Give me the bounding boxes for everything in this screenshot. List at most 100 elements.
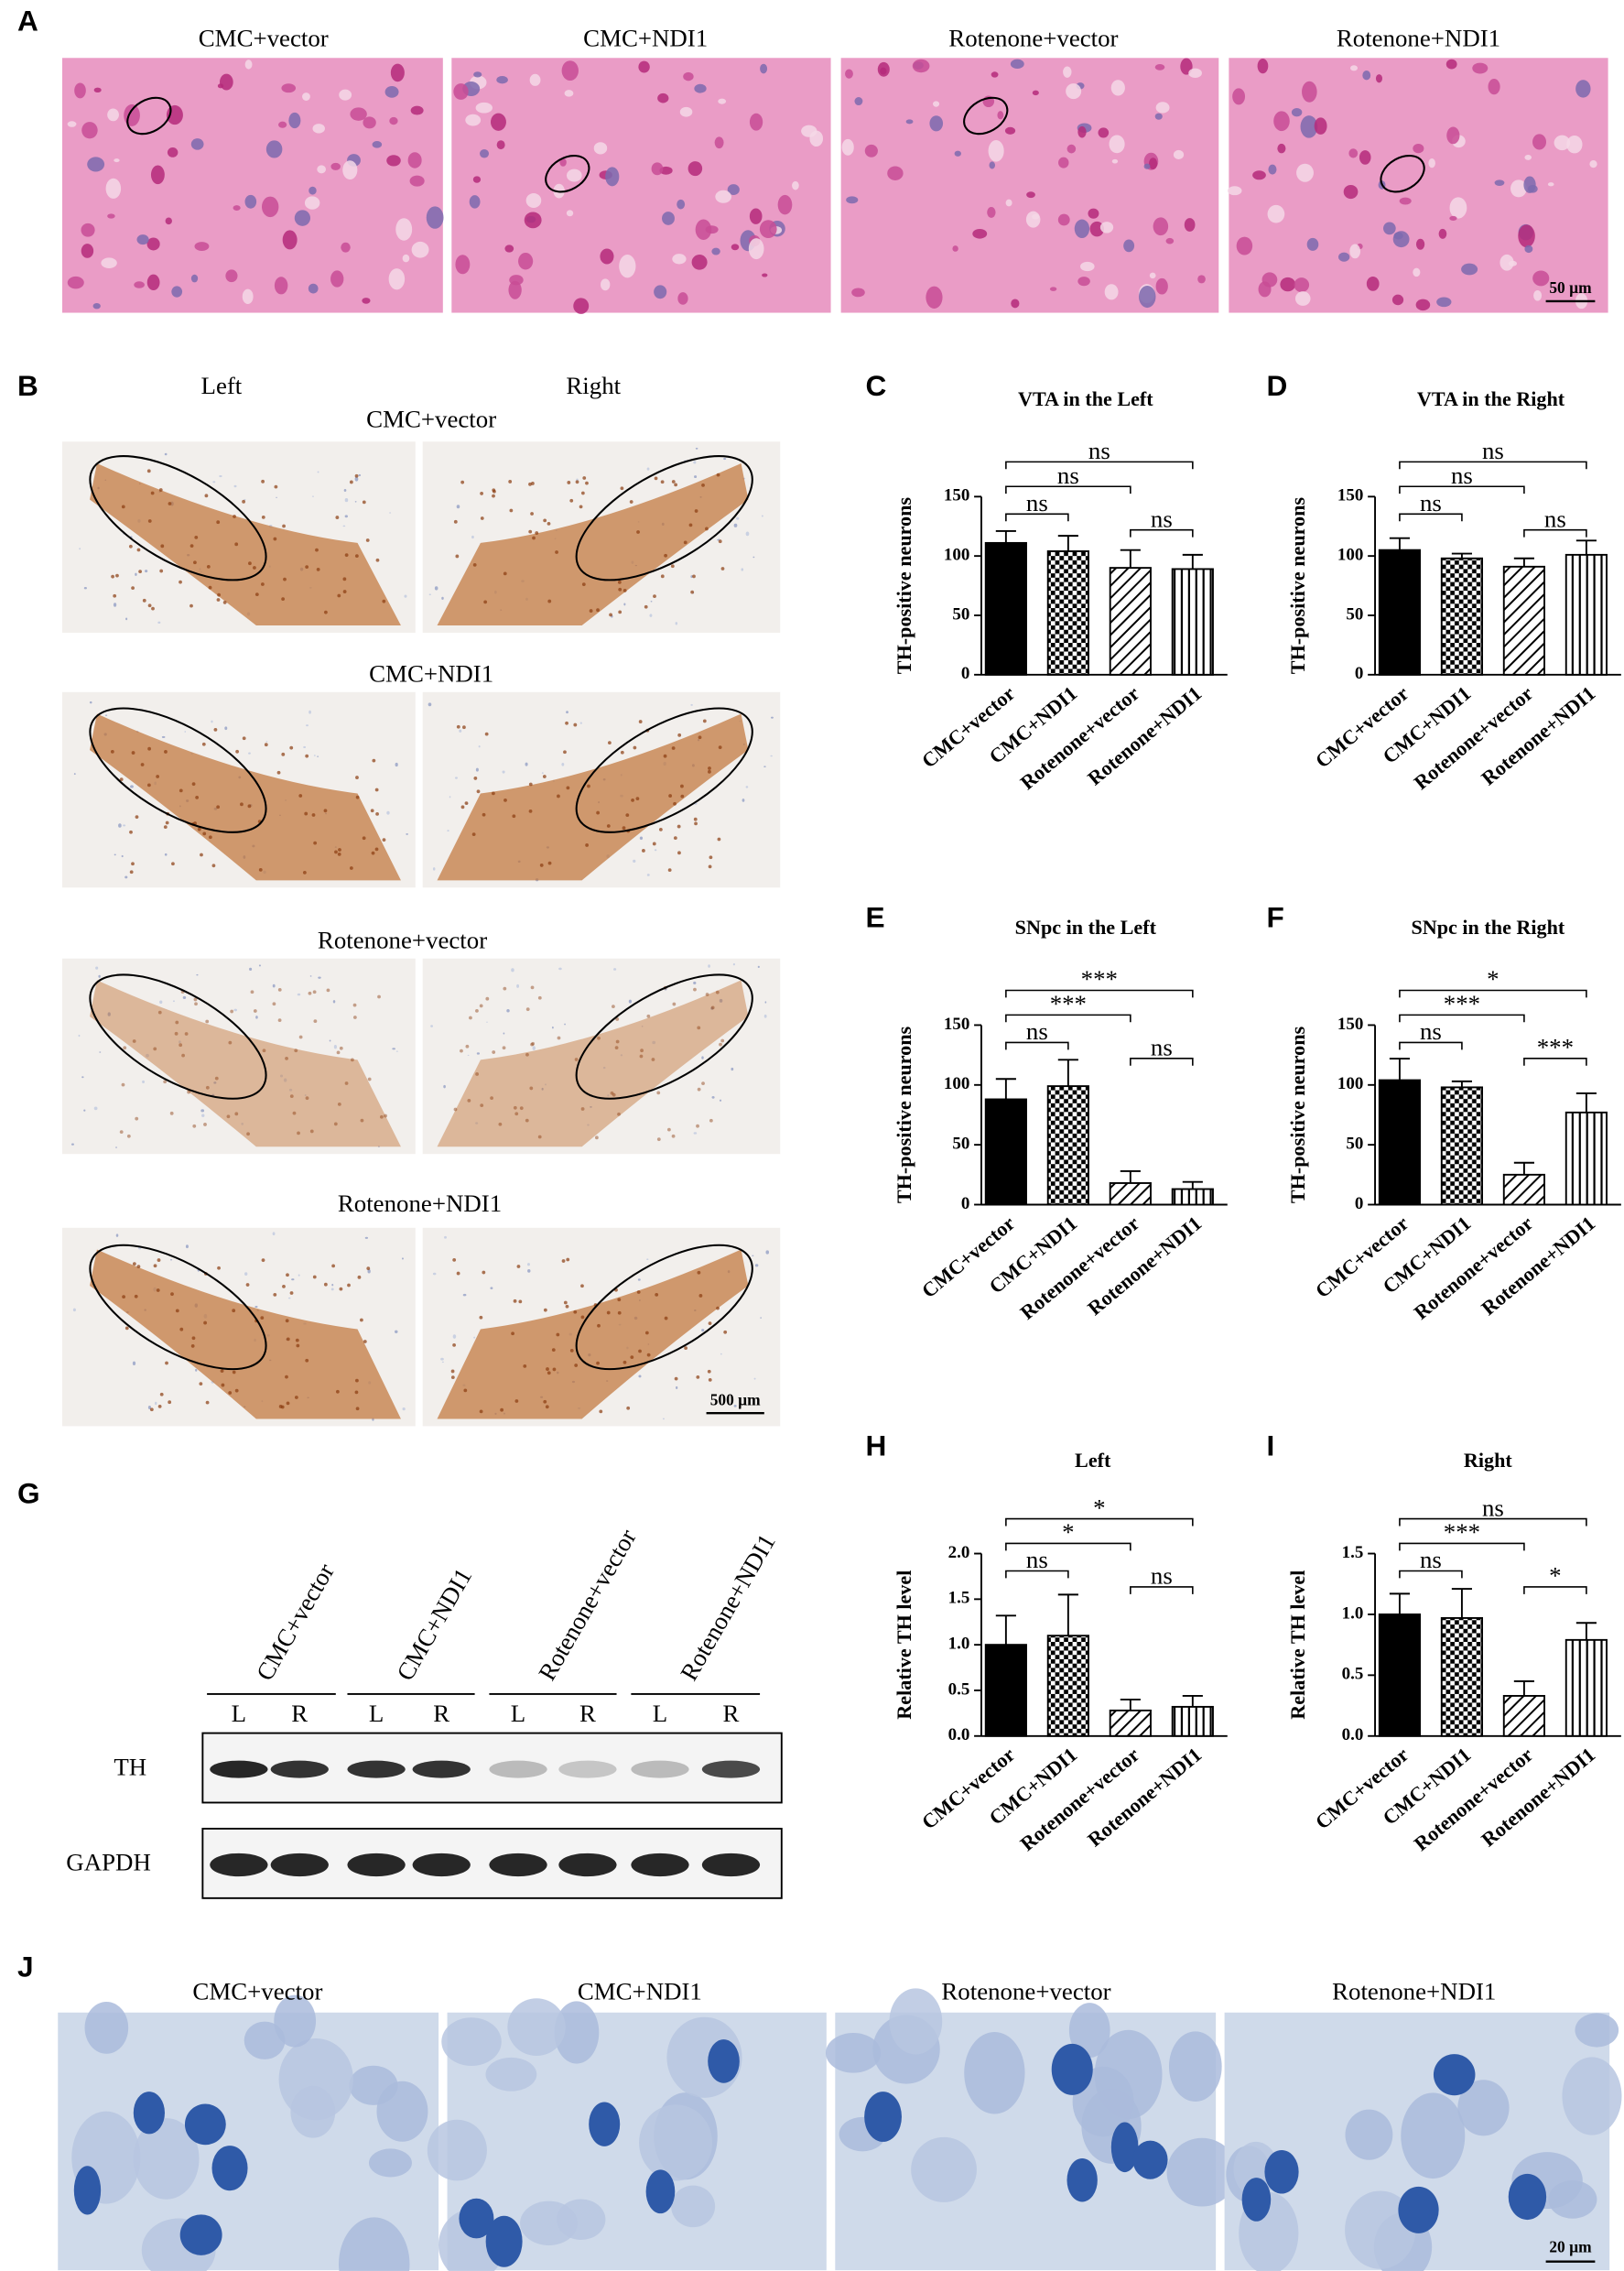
micrograph [451, 58, 831, 314]
micrograph [1224, 2012, 1622, 2271]
neuron [205, 1400, 210, 1405]
cell [157, 621, 161, 625]
neuron [673, 836, 677, 841]
cell [905, 119, 914, 125]
cell [651, 162, 664, 176]
neuron [514, 1112, 519, 1116]
neuron [638, 1349, 642, 1353]
band [210, 1853, 268, 1877]
cell [402, 1407, 406, 1411]
cell [529, 73, 541, 86]
neuron [342, 577, 347, 581]
side-label: L [232, 1700, 246, 1727]
significance-bracket [1005, 1570, 1069, 1579]
neuron [585, 843, 589, 847]
neuron [509, 508, 514, 513]
bar [1046, 1085, 1089, 1206]
neuron [720, 1038, 725, 1043]
neuron [230, 1009, 234, 1014]
cell [1533, 289, 1543, 301]
neuron [313, 841, 318, 845]
neuron [452, 1342, 456, 1347]
neuron [289, 745, 294, 750]
cell [233, 205, 241, 211]
neuron [213, 727, 218, 732]
bar [1502, 565, 1545, 676]
cell [1236, 236, 1253, 255]
neuron [174, 1031, 179, 1036]
significance-bracket [1399, 1517, 1587, 1527]
neuron [140, 763, 145, 766]
neuron [573, 723, 578, 727]
neuron [157, 1404, 162, 1408]
bar [1046, 550, 1089, 676]
neuron [311, 813, 316, 817]
image-label: CMC+NDI1 [578, 1977, 702, 2005]
neuron [673, 801, 677, 806]
cell [367, 1269, 371, 1274]
cell [1166, 2137, 1238, 2207]
cell [687, 161, 703, 177]
micrograph [61, 1227, 416, 1427]
cell [118, 823, 122, 828]
cell [765, 1250, 770, 1255]
neuron [165, 1361, 168, 1365]
neuron [630, 1355, 634, 1360]
neuron [463, 1388, 468, 1393]
neuron [696, 1124, 699, 1128]
cell [1438, 228, 1447, 239]
cell [136, 234, 149, 245]
y-tick-label: 100 [1337, 1074, 1363, 1093]
y-axis-label: TH-positive neurons [893, 1026, 915, 1203]
neuron [334, 850, 338, 854]
neuron [717, 837, 721, 842]
cell [150, 165, 165, 185]
cell [81, 244, 94, 258]
cell [317, 471, 319, 473]
cell [1273, 111, 1290, 132]
cell [731, 1067, 734, 1071]
side-label: L [653, 1700, 667, 1727]
neuron [606, 824, 611, 828]
lane-label: Rotenone+NDI1 [675, 1529, 781, 1685]
cell [182, 995, 187, 999]
neuron [131, 586, 135, 591]
neuron [235, 749, 240, 754]
neuron [694, 821, 698, 826]
neuron [623, 589, 627, 592]
cell [114, 158, 120, 163]
cell [987, 206, 996, 218]
panel-letter: B [17, 369, 38, 402]
neuron [289, 1291, 294, 1295]
stained-region [90, 980, 401, 1147]
neuron [482, 1270, 486, 1275]
significance-label: ns [1420, 1017, 1442, 1045]
cell [87, 157, 105, 172]
neuron [208, 585, 212, 590]
neuron [277, 987, 282, 992]
cell [330, 270, 344, 288]
neuron [511, 1331, 514, 1336]
micrograph [61, 58, 444, 313]
panel-letter: F [1266, 900, 1283, 933]
cell [386, 810, 390, 815]
neuron [688, 523, 693, 527]
row-label: GAPDH [66, 1849, 151, 1876]
neuron [453, 519, 458, 524]
neuron [503, 571, 507, 576]
neuron [245, 1283, 250, 1287]
band [489, 1760, 547, 1778]
nucleus [211, 2146, 248, 2191]
cell [752, 1255, 754, 1256]
cell [89, 701, 92, 704]
cell [233, 1008, 237, 1012]
cell [601, 278, 611, 291]
cell [124, 103, 140, 126]
neuron [234, 1388, 239, 1393]
neuron [680, 784, 684, 788]
neuron [569, 1349, 574, 1353]
cell [525, 762, 528, 766]
cell [558, 967, 562, 971]
significance-bracket [1005, 1041, 1069, 1050]
cell [318, 976, 321, 979]
